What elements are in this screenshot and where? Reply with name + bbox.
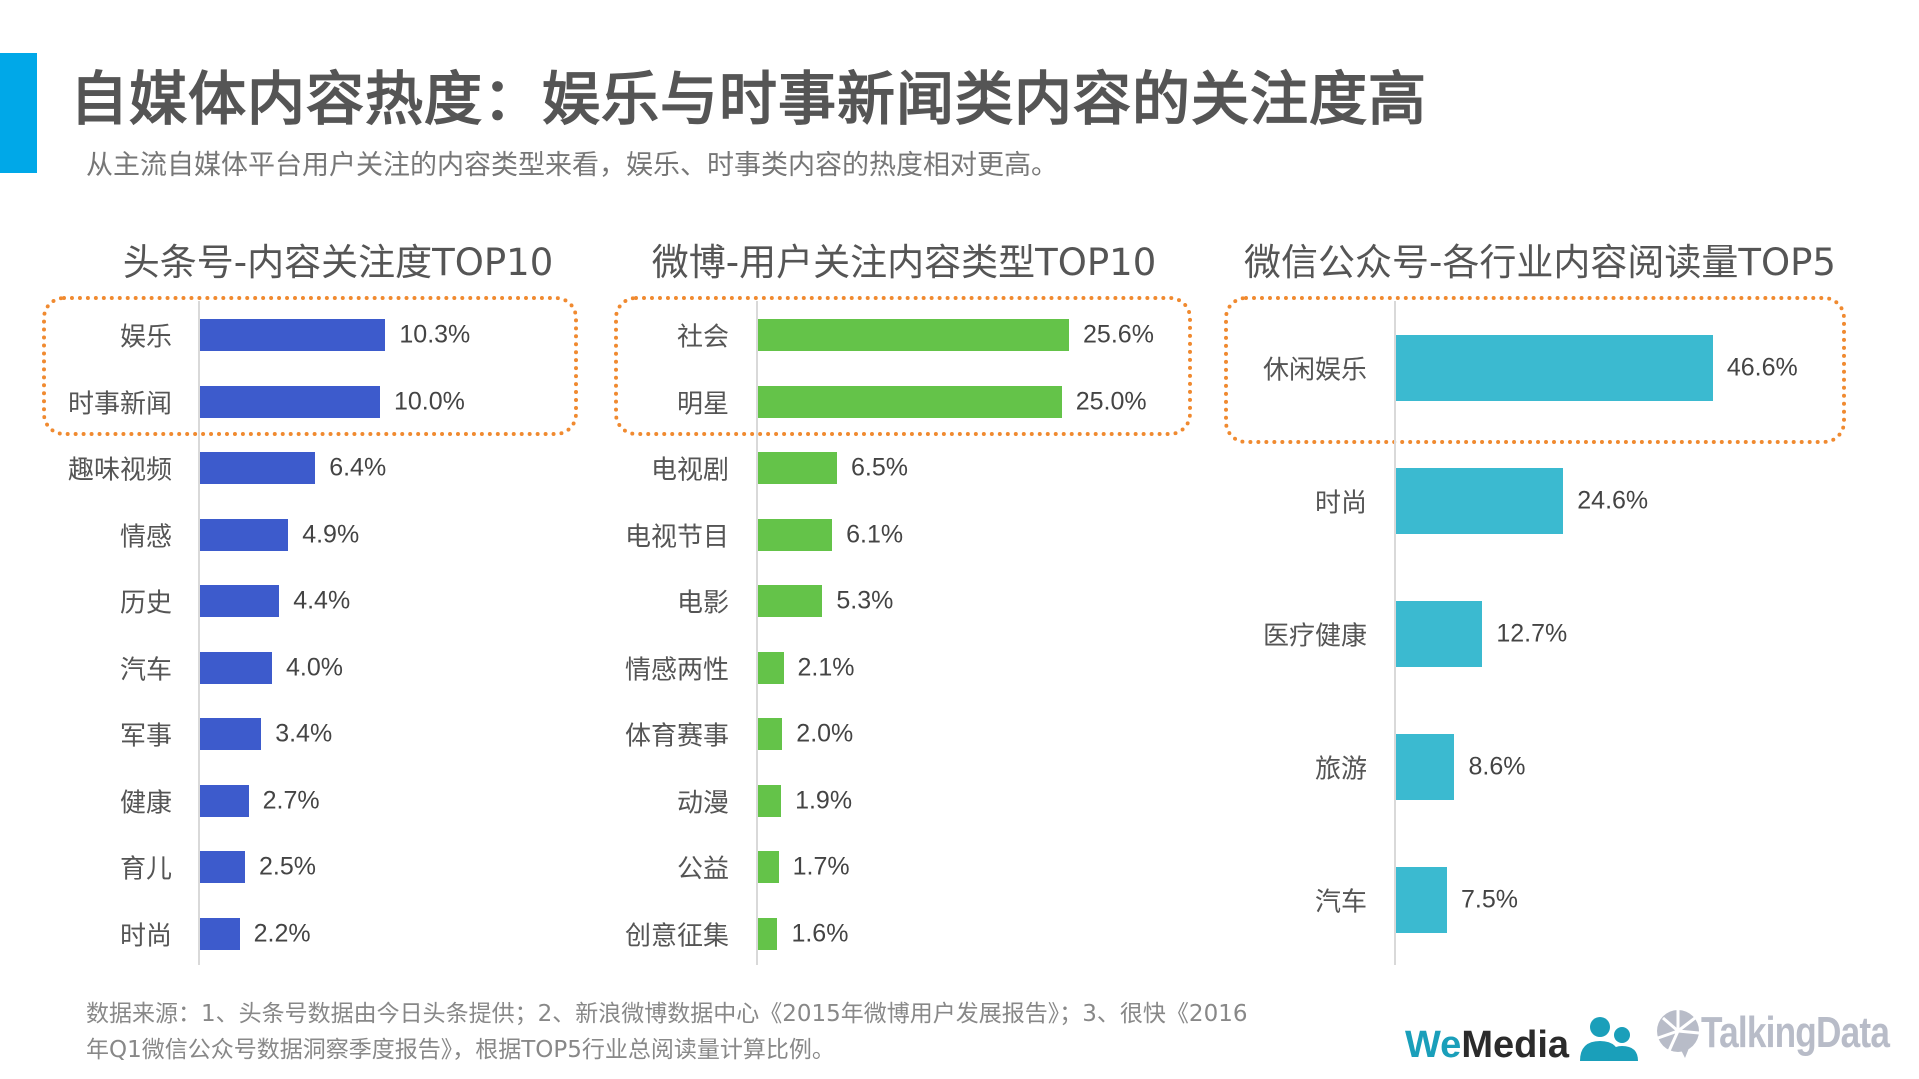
data-label: 46.6%: [1726, 353, 1798, 382]
category-label: 情感两性: [624, 655, 729, 685]
pie-chat-icon: [1657, 1010, 1700, 1058]
bar: [758, 651, 784, 684]
category-label: 历史: [119, 588, 172, 619]
data-label: 1.6%: [791, 919, 849, 947]
data-label: 10.3%: [399, 320, 471, 349]
data-label: 2.0%: [796, 719, 854, 748]
category-label: 汽车: [119, 655, 172, 685]
bar: [758, 452, 837, 484]
category-label: 时尚: [1314, 488, 1367, 519]
data-label: 8.6%: [1468, 752, 1526, 781]
chart-title: 头条号-内容关注度TOP10: [122, 241, 554, 284]
bar: [200, 651, 272, 684]
bar: [1396, 468, 1564, 534]
category-label: 创意征集: [624, 921, 729, 951]
data-label: 12.7%: [1496, 619, 1568, 648]
bar: [200, 452, 316, 484]
category-axis-line: [1394, 301, 1396, 965]
category-label: 社会: [676, 322, 729, 353]
bar: [758, 917, 778, 950]
category-axis-line: [756, 301, 758, 965]
data-label: 4.4%: [293, 586, 351, 615]
highlight-box: [42, 296, 578, 436]
data-label: 2.5%: [259, 852, 316, 881]
data-label: 3.4%: [275, 719, 333, 748]
bar: [200, 718, 262, 750]
category-label: 趣味视频: [67, 455, 172, 486]
category-label: 动漫: [676, 788, 729, 818]
category-label: 明星: [676, 389, 729, 419]
bar: [200, 917, 240, 950]
chart-title: 微信公众号-各行业内容阅读量TOP5: [1244, 241, 1836, 284]
category-label: 旅游: [1314, 754, 1367, 785]
bar: [758, 518, 833, 551]
category-label: 汽车: [1314, 887, 1367, 918]
bar: [200, 851, 245, 883]
wemedia-logo-media: Media: [1461, 1024, 1570, 1066]
bar: [758, 718, 783, 750]
data-label: 4.9%: [302, 520, 360, 548]
wemedia-logo: WeMedia: [1405, 1015, 1638, 1067]
category-label: 健康: [119, 788, 172, 818]
bar: [200, 585, 280, 617]
talkingdata-logo-text: TalkingData: [1701, 1008, 1890, 1057]
chart-title: 微博-用户关注内容类型TOP10: [651, 241, 1157, 284]
category-label: 时尚: [119, 921, 172, 951]
data-label: 25.0%: [1075, 387, 1147, 415]
category-label: 休闲娱乐: [1262, 355, 1367, 386]
bar: [758, 851, 779, 883]
highlight-box: [1224, 296, 1846, 444]
bar: [758, 385, 1062, 418]
bar: [1396, 867, 1447, 933]
bar: [758, 585, 823, 617]
data-label: 25.6%: [1083, 320, 1154, 349]
bar: [200, 784, 249, 817]
data-label: 24.6%: [1577, 486, 1649, 515]
data-label: 7.5%: [1461, 885, 1518, 914]
bar: [758, 784, 782, 817]
data-label: 2.7%: [262, 786, 320, 814]
highlight-box: [614, 296, 1192, 436]
bar: [200, 319, 386, 351]
bar: [1396, 601, 1483, 667]
category-label: 军事: [119, 721, 172, 752]
category-label: 情感: [119, 522, 172, 552]
page-subtitle: 从主流自媒体平台用户关注的内容类型来看，娱乐、时事类内容的热度相对更高。: [86, 150, 1058, 181]
data-label: 6.4%: [329, 453, 387, 482]
data-label: 10.0%: [394, 387, 465, 415]
data-label: 4.0%: [286, 653, 343, 681]
data-label: 1.7%: [792, 852, 850, 881]
data-label: 6.1%: [846, 520, 904, 548]
data-label: 2.1%: [797, 653, 855, 681]
category-label: 医疗健康: [1262, 621, 1367, 652]
category-label: 娱乐: [119, 322, 172, 353]
people-icon: [1579, 1017, 1638, 1061]
category-label: 公益: [676, 854, 729, 885]
bar: [758, 319, 1070, 351]
bar: [1396, 734, 1455, 800]
data-label: 5.3%: [836, 586, 894, 615]
category-axis-line: [198, 301, 200, 965]
talkingdata-logo: TalkingData: [1655, 1008, 1919, 1058]
data-label: 1.9%: [795, 786, 853, 814]
footer-source-line-2: 年Q1微信公众号数据洞察季度报告》，根据TOP5行业总阅读量计算比例。: [86, 1037, 835, 1063]
bar: [200, 385, 380, 418]
bar: [1396, 335, 1713, 401]
title-accent-bar: [0, 53, 37, 173]
bar: [200, 518, 289, 551]
data-label: 2.2%: [253, 919, 311, 947]
category-label: 电视节目: [624, 522, 729, 552]
wemedia-logo-we: We: [1405, 1024, 1462, 1066]
page-title: 自媒体内容热度：娱乐与时事新闻类内容的关注度高: [70, 65, 1428, 133]
category-label: 时事新闻: [67, 389, 172, 419]
category-label: 育儿: [119, 854, 172, 885]
data-label: 6.5%: [850, 453, 908, 482]
category-label: 电影: [676, 588, 729, 619]
category-label: 电视剧: [650, 455, 729, 486]
category-label: 体育赛事: [624, 721, 729, 752]
footer-source-line-1: 数据来源：1、头条号数据由今日头条提供；2、新浪微博数据中心《2015年微博用户…: [86, 1001, 1248, 1027]
